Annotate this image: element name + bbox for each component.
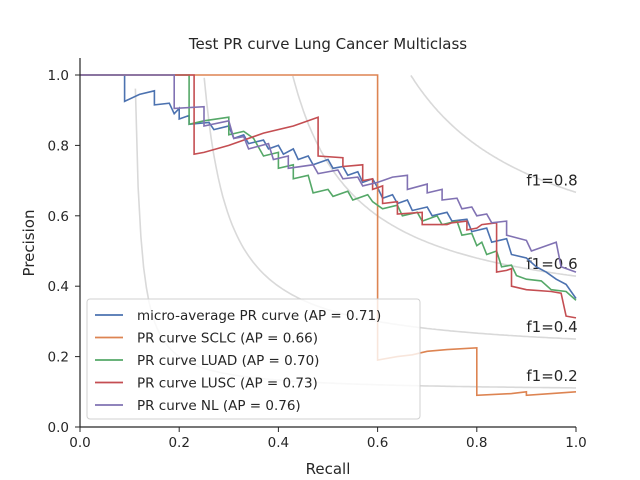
x-ticks: 0.0 0.2 0.4 0.6 0.8 1.0 <box>69 427 587 451</box>
legend-label: PR curve LUAD (AP = 0.70) <box>137 353 319 369</box>
y-tick-label: 0.4 <box>48 279 69 295</box>
series-line <box>80 74 577 299</box>
legend-frame <box>86 298 421 420</box>
iso-f1-curve <box>292 75 577 277</box>
legend-label: PR curve NL (AP = 0.76) <box>137 398 301 414</box>
y-tick-label: 0.2 <box>48 350 69 366</box>
chart-title: Test PR curve Lung Cancer Multiclass <box>188 35 467 53</box>
iso-f1-label: f1=0.8 <box>526 171 577 189</box>
series-line <box>80 74 577 319</box>
x-tick-label: 1.0 <box>565 435 586 451</box>
x-tick-label: 0.0 <box>69 435 90 451</box>
legend-label: PR curve SCLC (AP = 0.66) <box>137 331 318 347</box>
x-axis-label: Recall <box>306 460 351 478</box>
series-line <box>80 74 577 273</box>
x-tick-label: 0.8 <box>466 435 487 451</box>
y-tick-label: 0.8 <box>48 138 69 154</box>
y-tick-label: 0.0 <box>48 420 69 436</box>
iso-f1-curve <box>410 74 577 194</box>
y-tick-label: 1.0 <box>48 68 69 84</box>
iso-f1-label: f1=0.4 <box>526 318 577 336</box>
legend-entries: micro-average PR curve (AP = 0.71) PR cur… <box>95 308 381 414</box>
legend-label: micro-average PR curve (AP = 0.71) <box>137 308 381 324</box>
x-tick-label: 0.2 <box>168 435 189 451</box>
legend-label: PR curve LUSC (AP = 0.73) <box>137 376 318 392</box>
y-ticks: 0.0 0.2 0.4 0.6 0.8 1.0 <box>48 68 80 436</box>
x-tick-label: 0.6 <box>367 435 388 451</box>
x-tick-label: 0.4 <box>268 435 289 451</box>
y-tick-label: 0.6 <box>48 209 69 225</box>
legend: micro-average PR curve (AP = 0.71) PR cur… <box>86 298 421 420</box>
iso-f1-label: f1=0.2 <box>526 367 577 385</box>
y-axis-label: Precision <box>20 210 38 277</box>
series-line <box>80 74 577 301</box>
